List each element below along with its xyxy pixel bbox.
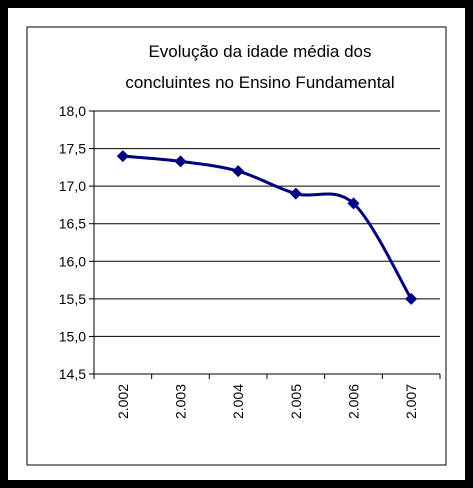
marker [289,187,302,200]
y-tick-label: 14,5 [59,366,86,382]
y-tick-label: 15,5 [59,291,86,307]
x-tick-label: 2.007 [403,384,419,419]
x-tick-label: 2.003 [173,384,189,419]
x-tick-label: 2.005 [288,384,304,419]
chart-title: Evolução da idade média dos [148,42,371,61]
x-tick-label: 2.006 [346,384,362,419]
y-tick-label: 17,0 [59,178,86,194]
y-tick-label: 16,5 [59,216,86,232]
x-tick-label: 2.004 [230,384,246,419]
marker [347,197,360,210]
chart-title: concluintes no Ensino Fundamental [125,73,394,92]
marker [116,150,129,163]
y-tick-label: 16,0 [59,253,86,269]
marker [405,292,418,305]
marker [174,155,187,168]
y-tick-label: 15,0 [59,328,86,344]
x-tick-label: 2.002 [115,384,131,419]
y-tick-label: 18,0 [59,103,86,119]
y-tick-label: 17,5 [59,141,86,157]
chart-area [26,26,447,466]
marker [232,165,245,178]
